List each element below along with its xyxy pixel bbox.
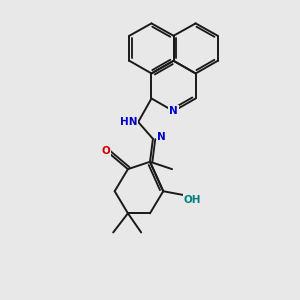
Text: N: N [169, 106, 178, 116]
Text: N: N [158, 132, 166, 142]
Text: OH: OH [184, 195, 201, 205]
Text: O: O [101, 146, 110, 156]
Text: HN: HN [120, 117, 138, 127]
